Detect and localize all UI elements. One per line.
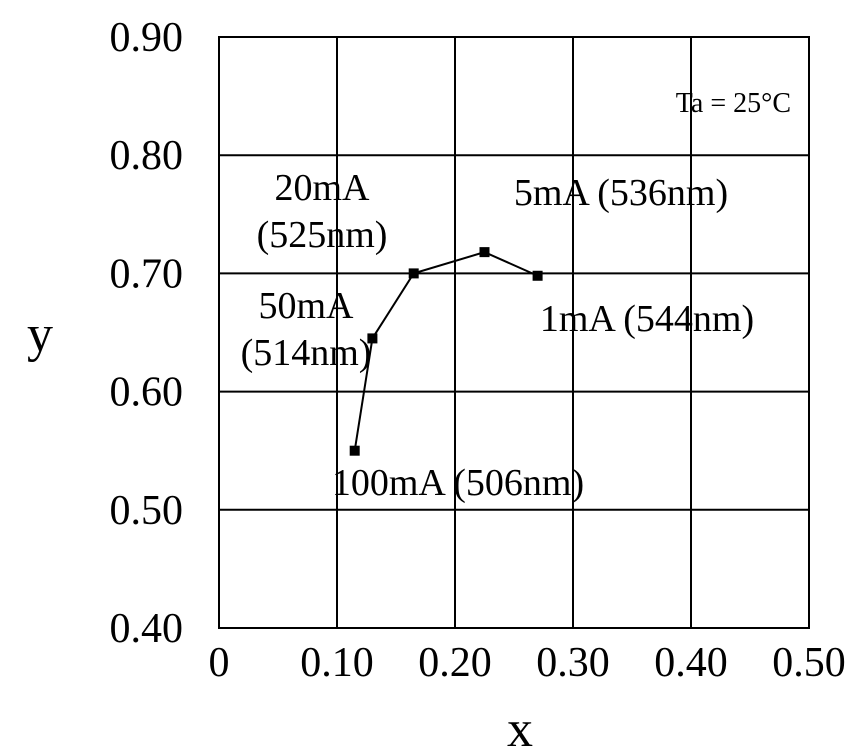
point-label-line: 50mA <box>259 285 355 327</box>
x-tick-label: 0.50 <box>772 640 846 686</box>
y-axis-title: y <box>27 306 53 363</box>
condition-label: Ta = 25°C <box>676 88 791 119</box>
point-label-line: 20mA <box>275 167 371 209</box>
x-tick-label: 0 <box>209 640 230 686</box>
x-axis-title: x <box>507 701 533 756</box>
point-label-line: 1mA (544nm) <box>540 298 754 340</box>
data-point <box>349 445 360 456</box>
point-label: 20mA (525nm) <box>257 167 388 256</box>
data-point <box>532 270 543 281</box>
y-tick-label: 0.90 <box>110 15 184 61</box>
point-label: 5mA (536nm) <box>514 172 728 214</box>
data-point <box>479 247 490 258</box>
point-label-line: 100mA (506nm) <box>332 462 584 504</box>
point-label: 50mA (514nm) <box>241 285 372 374</box>
x-tick-label: 0.30 <box>536 640 610 686</box>
y-tick-label: 0.40 <box>110 606 184 652</box>
y-tick-label: 0.70 <box>110 251 184 297</box>
point-labels-layer: 100mA (506nm) 50mA (514nm) 20mA (525nm) 5mA (… <box>241 167 755 504</box>
x-tick-label: 0.40 <box>654 640 728 686</box>
point-label: 1mA (544nm) <box>540 298 754 340</box>
plot-frame <box>218 36 810 629</box>
y-tick-label: 0.60 <box>110 370 184 416</box>
y-tick-label: 0.50 <box>110 488 184 534</box>
series-line <box>353 251 539 451</box>
grid-layer: 0 0.10 0.20 0.30 0.40 0.50 0.40 0.50 0.60 0.70 0.8… <box>110 15 846 686</box>
y-tick-label: 0.80 <box>110 133 184 179</box>
data-point <box>367 333 378 344</box>
series-layer <box>349 247 543 456</box>
point-label-line: (525nm) <box>257 214 388 256</box>
x-tick-label: 0.10 <box>300 640 374 686</box>
point-label: 100mA (506nm) <box>332 462 584 504</box>
x-tick-label: 0.20 <box>418 640 492 686</box>
point-label-line: 5mA (536nm) <box>514 172 728 214</box>
data-point <box>408 268 419 279</box>
point-label-line: (514nm) <box>241 332 372 374</box>
